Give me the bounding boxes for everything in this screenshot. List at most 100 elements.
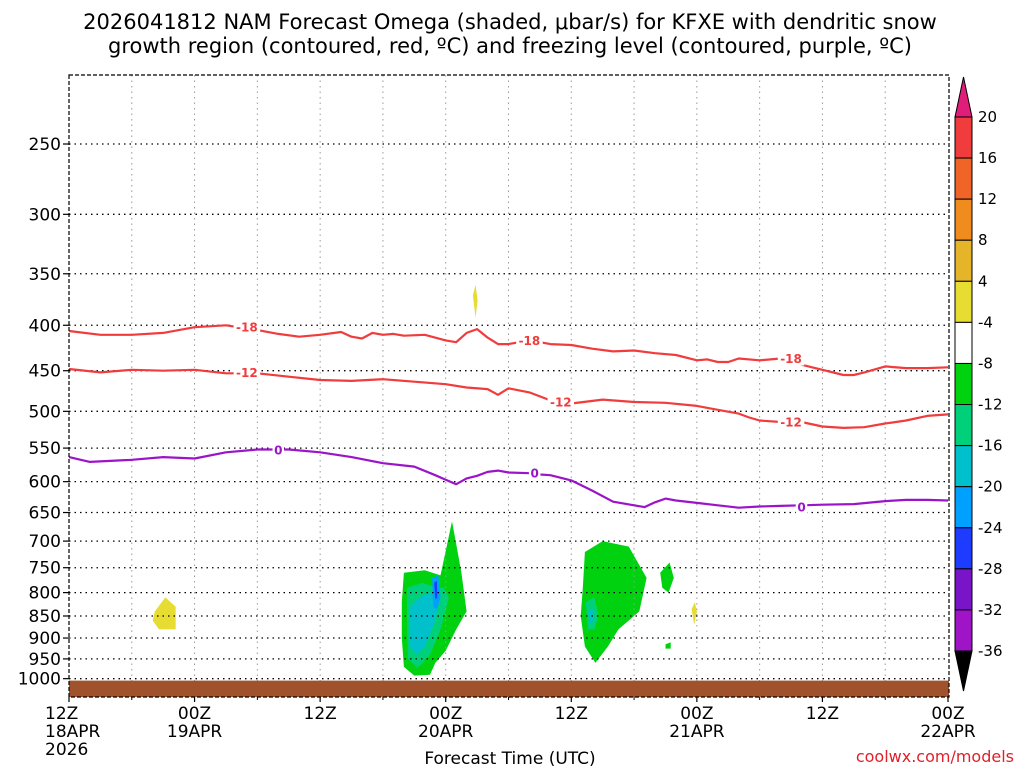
chart-title-line1: 2026041812 NAM Forecast Omega (shaded, μ… xyxy=(83,10,937,34)
colorbar-swatch xyxy=(954,568,973,611)
omega-shading xyxy=(152,284,697,676)
colorbar-label: 16 xyxy=(978,149,997,167)
colorbar-label: -12 xyxy=(978,396,1003,414)
x-tick-label: 20APR xyxy=(418,722,474,742)
x-tick-label: 2026 xyxy=(45,740,88,760)
contour-label-bg xyxy=(795,500,808,515)
contour-label-bg xyxy=(272,443,285,458)
contour-label: 0 xyxy=(797,501,805,515)
contour-label-bg xyxy=(516,333,543,348)
x-tick-label: 18APR xyxy=(45,722,101,742)
colorbar-label: -16 xyxy=(978,437,1003,455)
colorbar-swatch xyxy=(954,321,973,364)
contour-label: 0 xyxy=(274,444,282,458)
omega-area xyxy=(434,580,438,600)
y-tick-label: 600 xyxy=(29,473,61,493)
colorbar-label: 4 xyxy=(978,272,988,290)
contour-label: -18 xyxy=(519,334,541,348)
omega-area xyxy=(152,597,176,630)
colorbar-label: -28 xyxy=(978,560,1003,578)
colorbar-label: -36 xyxy=(978,642,1003,660)
chart-title-line2: growth region (contoured, red, ºC) and f… xyxy=(108,34,912,58)
colorbar-label: -8 xyxy=(978,354,993,372)
y-tick-label: 850 xyxy=(29,607,61,627)
x-tick-label: 12Z xyxy=(806,704,839,724)
y-tick-label: 800 xyxy=(29,584,61,604)
y-tick-label: 400 xyxy=(29,316,61,336)
colorbar-swatch xyxy=(954,362,973,406)
colorbar-label: -24 xyxy=(978,519,1003,537)
x-tick-label: 22APR xyxy=(920,722,976,742)
colorbar-swatch xyxy=(954,486,973,529)
contour-label-bg xyxy=(233,320,261,335)
colorbar-label: -32 xyxy=(978,601,1003,619)
contour-label: -18 xyxy=(236,321,258,335)
x-tick-label: 19APR xyxy=(167,722,223,742)
contour-label-bg xyxy=(528,466,541,481)
y-tick-label: 950 xyxy=(29,650,61,670)
isotherm-contours: -18 -18 -18 -12 -12 -12 0 0 0 xyxy=(68,320,949,515)
y-tick-label: 1000 xyxy=(18,670,61,690)
colorbar-swatch xyxy=(954,609,973,652)
contour-label: -18 xyxy=(780,352,802,366)
colorbar-label: 20 xyxy=(978,108,997,126)
credit-link[interactable]: coolwx.com/models xyxy=(856,747,1014,766)
y-tick-label: 450 xyxy=(29,362,61,382)
y-tick-label: 650 xyxy=(29,504,61,524)
colorbar-swatch xyxy=(954,116,973,159)
x-tick-label: 21APR xyxy=(669,722,725,742)
colorbar-swatch xyxy=(954,445,973,488)
y-tick-label: 900 xyxy=(29,629,61,649)
colorbar-swatch xyxy=(954,157,973,200)
x-axis-label: Forecast Time (UTC) xyxy=(424,749,595,768)
colorbar-swatch xyxy=(954,239,973,282)
contour-label: 0 xyxy=(530,467,538,481)
ground-fill xyxy=(69,680,949,697)
x-tick-label: 00Z xyxy=(429,704,462,724)
colorbar-label: -4 xyxy=(978,313,993,331)
omega-area xyxy=(410,592,441,655)
x-tick-label: 12Z xyxy=(555,704,588,724)
y-tick-label: 250 xyxy=(29,135,61,155)
y-tick-label: 750 xyxy=(29,559,61,579)
contour-label-bg xyxy=(777,414,805,429)
colorbar-swatch xyxy=(954,280,973,323)
contour-label: -12 xyxy=(780,415,802,429)
x-tick-label: 12Z xyxy=(304,704,337,724)
omega-area xyxy=(691,602,697,625)
colorbar-swatch xyxy=(954,650,973,692)
y-tick-label: 700 xyxy=(29,532,61,552)
y-tick-label: 350 xyxy=(29,265,61,285)
x-tick-label: 00Z xyxy=(931,704,964,724)
colorbar-swatch xyxy=(954,76,973,118)
grid-lines xyxy=(69,75,949,697)
y-axis-ticks: 2503003504004505005506006507007508008509… xyxy=(18,135,69,690)
contour-label: -12 xyxy=(550,395,572,409)
y-tick-label: 300 xyxy=(29,205,61,225)
x-tick-label: 00Z xyxy=(178,704,211,724)
contour-label-bg xyxy=(777,351,805,366)
omega-area xyxy=(580,541,647,663)
contour-label: -12 xyxy=(236,366,258,380)
omega-area xyxy=(665,642,671,649)
colorbar: 20 16 12 8 4 -4 -8 -12 -16 -20 -24 -28 -32 -36 xyxy=(954,76,1003,692)
y-tick-label: 550 xyxy=(29,439,61,459)
ground-surface xyxy=(69,680,949,697)
colorbar-swatch xyxy=(954,404,973,447)
y-tick-label: 500 xyxy=(29,402,61,422)
x-tick-label: 00Z xyxy=(680,704,713,724)
colorbar-swatch xyxy=(954,527,973,570)
omega-area xyxy=(472,284,478,318)
contour-label-bg xyxy=(233,365,261,380)
colorbar-label: 12 xyxy=(978,190,997,208)
colorbar-label: -20 xyxy=(978,478,1003,496)
colorbar-swatch xyxy=(954,198,973,241)
colorbar-label: 8 xyxy=(978,231,988,249)
contour-label-bg xyxy=(547,394,575,409)
omega-area xyxy=(660,562,674,593)
x-tick-label: 12Z xyxy=(45,704,78,724)
omega-area xyxy=(588,607,595,625)
